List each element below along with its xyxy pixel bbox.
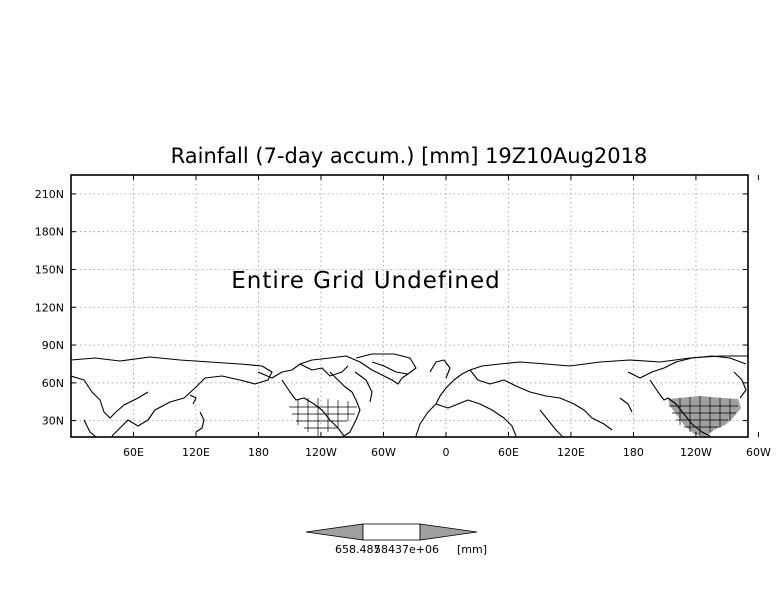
y-tick-label: 180N [35, 226, 64, 239]
x-tick-label: 0 [442, 446, 449, 459]
colorbar-low-triangle [305, 523, 364, 541]
x-tick-label: 60W [746, 446, 771, 459]
x-tick-label: 60E [123, 446, 144, 459]
coastline-north-america-right [627, 355, 747, 437]
axis-tick-marks [71, 175, 759, 437]
undefined-grid-annotation: Entire Grid Undefined [231, 268, 501, 294]
usa-state-lines [289, 396, 738, 436]
x-tick-label: 180 [623, 446, 644, 459]
plot-frame [70, 174, 749, 438]
world-coastline-map [71, 353, 748, 437]
colorbar-middle-box [362, 523, 421, 541]
y-axis-labels: 30N 60N 90N 120N 150N 180N 210N [35, 188, 64, 428]
chart-title: Rainfall (7-day accum.) [mm] 19Z10Aug201… [171, 144, 648, 168]
coastline-north-america [257, 353, 417, 437]
colorbar-unit: [mm] [457, 543, 487, 556]
x-tick-label: 120E [182, 446, 210, 459]
y-tick-label: 210N [35, 188, 64, 201]
colorbar-high-triangle [419, 523, 478, 541]
colorbar-label-low: 658.487 [335, 543, 381, 556]
y-tick-label: 60N [42, 377, 64, 390]
coastline-eurasia-left [71, 356, 273, 437]
x-tick-label: 180 [248, 446, 269, 459]
y-tick-label: 150N [35, 263, 64, 276]
x-axis-labels: 60E 120E 180 120W 60W 0 60E 120E 180 120W 60W [123, 446, 771, 459]
y-tick-label: 90N [42, 339, 64, 352]
x-tick-label: 60W [371, 446, 396, 459]
x-tick-label: 120W [305, 446, 337, 459]
y-tick-label: 30N [42, 415, 64, 428]
colorbar: 658.487 58437e+06 [mm] [305, 523, 487, 556]
plot-gridlines [71, 175, 748, 437]
x-tick-label: 120E [557, 446, 585, 459]
y-tick-label: 120N [35, 301, 64, 314]
colorbar-label-high: 58437e+06 [374, 543, 439, 556]
x-tick-label: 60E [498, 446, 519, 459]
x-tick-label: 120W [680, 446, 712, 459]
coastline-europe-africa [415, 355, 748, 437]
